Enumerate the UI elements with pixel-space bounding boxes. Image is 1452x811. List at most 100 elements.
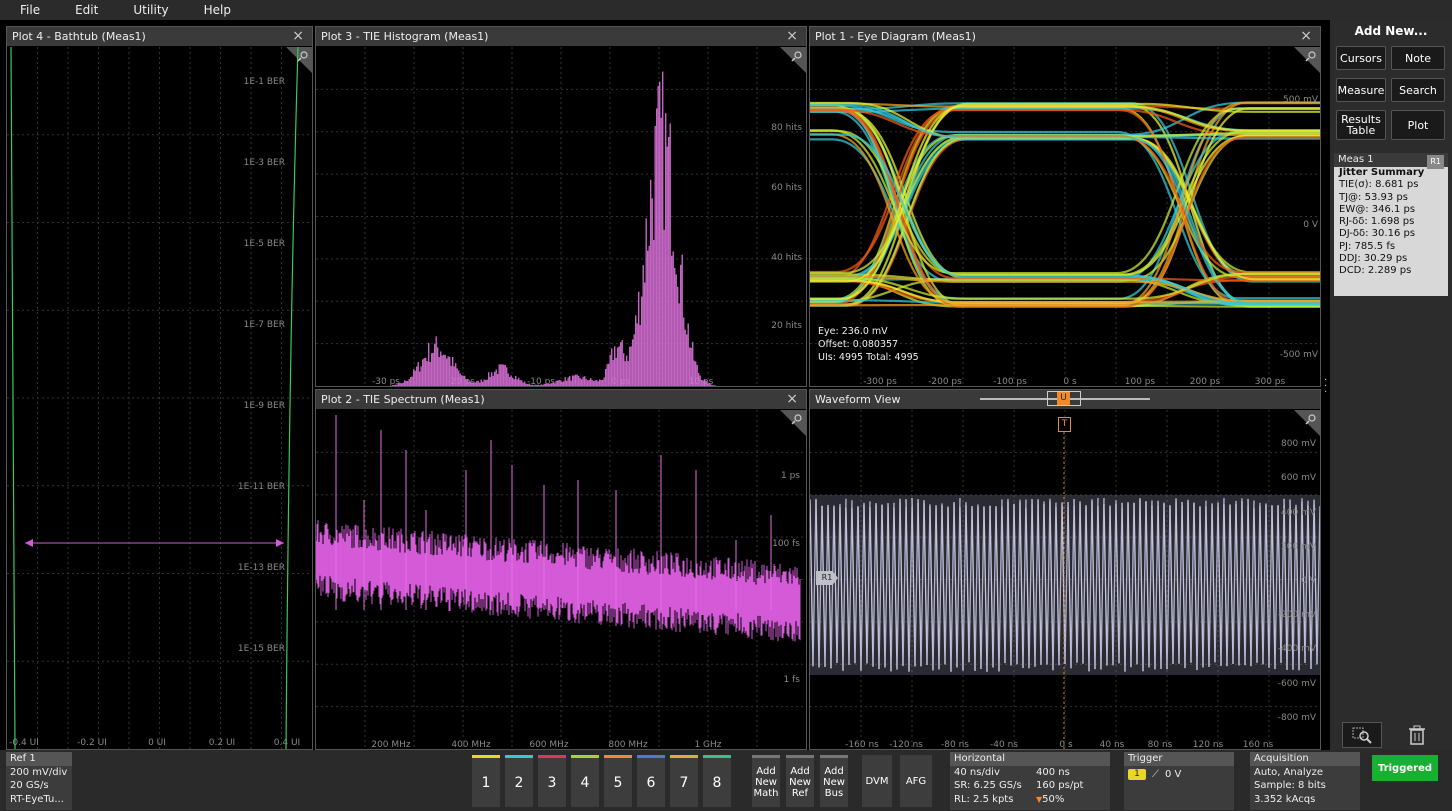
menu-utility[interactable]: Utility xyxy=(133,3,169,17)
menu-edit[interactable]: Edit xyxy=(75,3,99,17)
histogram-bar xyxy=(423,358,425,386)
bathtub-plot-panel[interactable]: Plot 4 - Bathtub (Meas1) × 1E-1 BER 1E-3 … xyxy=(6,26,313,750)
histogram-bar xyxy=(566,380,568,386)
histogram-bar xyxy=(644,282,646,386)
waveform-edge xyxy=(1151,505,1156,670)
waveform-edge xyxy=(944,507,949,665)
bathtub-y-tick: 1E-11 BER xyxy=(238,482,285,492)
menu-file[interactable]: File xyxy=(20,3,41,17)
histogram-bar xyxy=(461,375,463,386)
close-icon[interactable]: × xyxy=(292,28,304,44)
plot-button[interactable]: Plot xyxy=(1391,110,1445,140)
add-new-math-button[interactable]: Add New Math xyxy=(752,755,780,807)
waveform-edge xyxy=(1205,506,1210,667)
trigger-status-badge[interactable]: Triggered xyxy=(1372,755,1438,781)
waveform-edge xyxy=(1121,502,1126,672)
magnifier-icon[interactable] xyxy=(780,47,806,73)
trigger-title: Trigger xyxy=(1124,752,1234,766)
waveform-edge xyxy=(1250,500,1255,667)
measure-button[interactable]: Measure xyxy=(1336,78,1386,102)
histogram-bar xyxy=(599,379,601,386)
ref1-badge[interactable]: Ref 1 200 mV/div 20 GS/s RT-EyeTu... xyxy=(6,752,72,810)
channel-5-button[interactable]: 5 xyxy=(604,755,632,807)
add-new-bus-button[interactable]: Add New Bus xyxy=(820,755,848,807)
waveform-edge xyxy=(1025,507,1030,669)
waveform-edge xyxy=(950,504,955,672)
waveform-edge xyxy=(848,500,853,665)
waveform-edge xyxy=(989,505,994,668)
histogram-bar xyxy=(407,380,409,386)
close-icon[interactable]: × xyxy=(786,28,798,44)
add-new-ref-button[interactable]: Add New Ref xyxy=(786,755,814,807)
channel-2-button[interactable]: 2 xyxy=(505,755,533,807)
magnifier-icon[interactable] xyxy=(780,410,806,436)
waveform-edge xyxy=(1316,506,1320,665)
results-table-button[interactable]: Results Table xyxy=(1336,110,1386,140)
channel-4-button[interactable]: 4 xyxy=(571,755,599,807)
rising-edge-icon: ⟋ xyxy=(1152,768,1159,780)
waveform-x-tick: 160 ns xyxy=(1243,740,1274,749)
waveform-edge xyxy=(956,498,961,668)
horizontal-badge[interactable]: Horizontal 40 ns/div 400 ns SR: 6.25 GS/s… xyxy=(950,752,1110,810)
histogram-bar xyxy=(525,383,527,386)
waveform-view-panel[interactable]: Waveform View 800 mV 600 mV 400 mV 200 mV 0 … xyxy=(809,389,1321,750)
close-icon[interactable]: × xyxy=(786,391,798,407)
histogram-bar xyxy=(641,296,643,386)
channel-6-button[interactable]: 6 xyxy=(637,755,665,807)
waveform-edge xyxy=(1076,504,1081,663)
waveform-edge xyxy=(905,499,910,672)
waveform-edge xyxy=(842,498,847,671)
eye-trace xyxy=(810,133,1320,305)
channel-3-button[interactable]: 3 xyxy=(538,755,566,807)
channel-1-button[interactable]: 1 xyxy=(472,755,500,807)
meas1-badge[interactable]: Meas 1 R1 Jitter Summary TIE(σ): 8.681 ps… xyxy=(1334,153,1448,296)
histogram-bar xyxy=(453,366,455,386)
eye-diagram-panel[interactable]: Plot 1 - Eye Diagram (Meas1) × 500 mV 0 V… xyxy=(809,26,1321,387)
waveform-edge xyxy=(953,502,958,668)
eye-trace xyxy=(810,272,1320,300)
histogram-bar xyxy=(696,364,698,386)
histogram-bar xyxy=(603,377,605,386)
meas1-source-badge: R1 xyxy=(1427,155,1444,169)
cursors-button[interactable]: Cursors xyxy=(1336,46,1386,70)
magnifier-icon[interactable] xyxy=(286,47,312,73)
search-button[interactable]: Search xyxy=(1391,78,1445,102)
ref1-marker[interactable]: R1 xyxy=(816,571,838,585)
histogram-bar xyxy=(515,375,517,386)
trash-icon[interactable] xyxy=(1402,722,1432,748)
histogram-bar xyxy=(585,379,587,386)
histogram-bar xyxy=(455,363,457,386)
trigger-position-marker[interactable]: T xyxy=(1058,417,1071,432)
waveform-x-tick: 120 ns xyxy=(1193,740,1224,749)
acquisition-badge[interactable]: Acquisition Auto, Analyze Sample: 8 bits… xyxy=(1250,752,1360,810)
histogram-bar xyxy=(537,384,539,386)
waveform-edge xyxy=(926,504,931,666)
note-button[interactable]: Note xyxy=(1391,46,1445,70)
afg-button[interactable]: AFG xyxy=(900,755,932,807)
close-icon[interactable]: × xyxy=(1300,28,1312,44)
magnifier-icon[interactable] xyxy=(1294,47,1320,73)
menu-help[interactable]: Help xyxy=(203,3,231,17)
channel-8-button[interactable]: 8 xyxy=(703,755,731,807)
ref1-scale: 200 mV/div xyxy=(10,766,68,778)
record-window-indicator[interactable] xyxy=(1047,391,1081,406)
histogram-bar xyxy=(507,373,509,386)
histogram-bar xyxy=(620,342,622,386)
histogram-plot-panel[interactable]: Plot 3 - TIE Histogram (Meas1) × 80 hits… xyxy=(315,26,807,387)
histogram-bar xyxy=(545,384,547,386)
dvm-button[interactable]: DVM xyxy=(862,755,892,807)
histogram-bar xyxy=(416,366,418,386)
histogram-y-tick: 40 hits xyxy=(771,253,802,263)
spectrum-plot-panel[interactable]: Plot 2 - TIE Spectrum (Meas1) × 1 ps 100 … xyxy=(315,389,807,750)
waveform-edge xyxy=(1016,499,1021,665)
histogram-bar xyxy=(534,384,536,386)
splitter-handle[interactable]: · · · xyxy=(1324,375,1328,398)
channel-7-button[interactable]: 7 xyxy=(670,755,698,807)
histogram-plot-title: Plot 3 - TIE Histogram (Meas1) xyxy=(316,27,806,46)
waveform-y-tick: 800 mV xyxy=(1281,439,1317,449)
trigger-badge[interactable]: Trigger 1 ⟋ 0 V xyxy=(1124,752,1234,810)
zoom-icon[interactable] xyxy=(1342,722,1382,748)
right-sidebar: Add New... xyxy=(1330,20,1452,750)
horizontal-position-marker[interactable]: U xyxy=(1057,392,1070,405)
magnifier-icon[interactable] xyxy=(1294,410,1320,436)
